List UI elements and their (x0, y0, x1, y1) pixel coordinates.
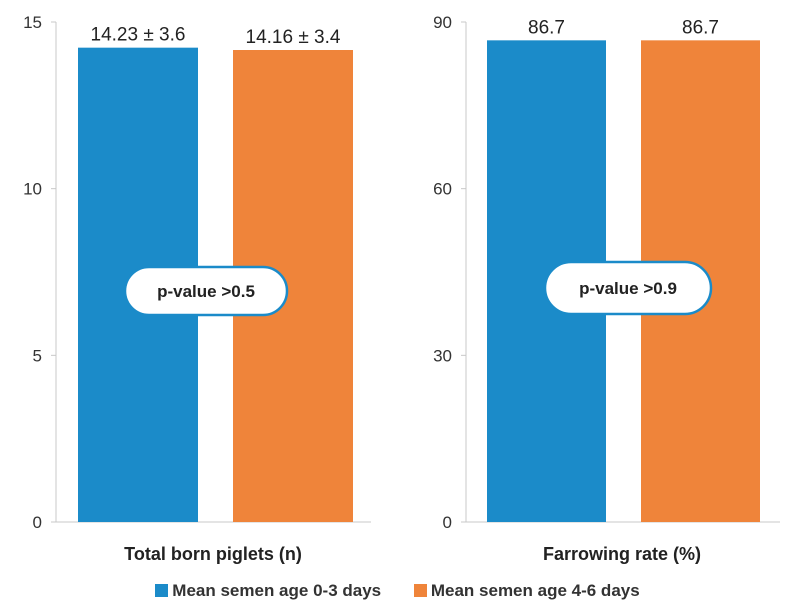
y-tick-label: 0 (443, 513, 452, 532)
y-tick-label: 60 (433, 180, 452, 199)
y-tick-label: 15 (23, 13, 42, 32)
p-value-text: p-value >0.9 (579, 279, 677, 298)
legend-swatch (413, 584, 427, 597)
x-axis-title: Total born piglets (n) (124, 544, 302, 564)
legend-label: Mean semen age 0-3 days (172, 581, 382, 600)
p-value-text: p-value >0.5 (157, 282, 255, 301)
data-labels: 86.7 86.7 (528, 17, 719, 38)
p-value-callout: p-value >0.5 (123, 265, 289, 317)
p-value-callout: p-value >0.9 (543, 260, 713, 316)
legend-swatch (155, 584, 169, 597)
chart-total-born-piglets: 0 5 10 15 14.23 ± 3.6 14.16 ± 3.4 p-value >0… (23, 13, 371, 564)
data-label: 14.16 ± 3.4 (246, 27, 341, 48)
data-labels: 14.23 ± 3.6 14.16 ± 3.4 (91, 25, 341, 48)
legend-item-0-3-days: Mean semen age 0-3 days (155, 581, 381, 601)
data-label: 86.7 (682, 17, 719, 38)
legend: Mean semen age 0-3 days Mean semen age 4… (0, 581, 795, 601)
chart-farrowing-rate: 0 30 60 90 86.7 86.7 p-value >0.9 Farrowing … (433, 13, 780, 564)
y-tick-label: 90 (433, 13, 452, 32)
p-value-pill (123, 265, 289, 317)
y-tick-label: 30 (433, 346, 452, 365)
y-tick-label: 10 (23, 180, 42, 199)
p-value-pill (543, 260, 713, 316)
legend-label: Mean semen age 4-6 days (430, 581, 640, 600)
y-tick-labels: 0 30 60 90 (433, 13, 466, 532)
data-label: 86.7 (528, 17, 565, 38)
x-axis-title: Farrowing rate (%) (543, 544, 701, 564)
y-tick-label: 5 (33, 346, 42, 365)
y-tick-label: 0 (33, 513, 42, 532)
data-label: 14.23 ± 3.6 (91, 25, 186, 46)
legend-item-4-6-days: Mean semen age 4-6 days (413, 581, 640, 601)
y-tick-labels: 0 5 10 15 (23, 13, 56, 532)
